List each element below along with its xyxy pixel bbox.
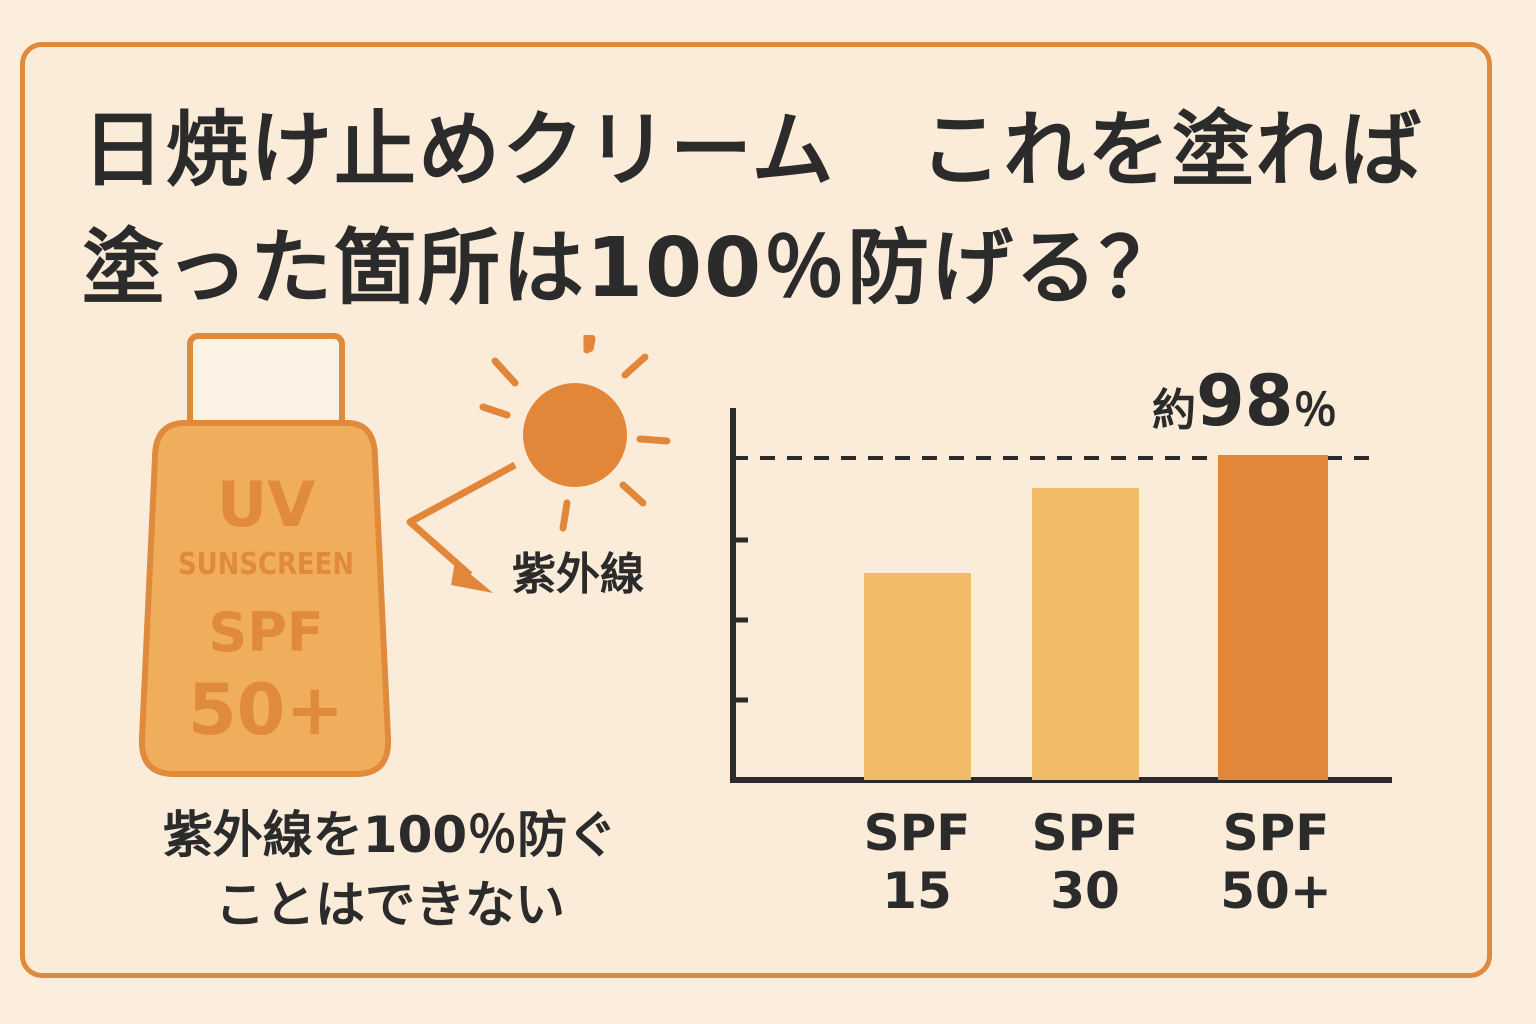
peak-value: 98 [1196, 360, 1294, 442]
x-tick-label-2-line-1: SPF [1031, 804, 1139, 862]
page-title: 日焼け止めクリーム これを塗れば 塗った箇所は100％防げる？ [82, 92, 1482, 328]
peak-unit: ％ [1293, 385, 1338, 436]
spf-bar-chart [730, 408, 1392, 783]
bar-1 [864, 573, 971, 780]
bottle-text-50plus: 50+ [188, 669, 344, 751]
y-axis-ticks [733, 537, 748, 703]
uv-label: 紫外線 [512, 549, 644, 600]
sun-icon [406, 335, 671, 593]
x-tick-label-3-line-2: 50+ [1220, 862, 1332, 920]
x-tick-label-3: SPF 50+ [1176, 804, 1376, 920]
sun-disc [523, 383, 627, 487]
uv-ray-arrow [406, 461, 517, 578]
x-tick-label-3-line-1: SPF [1222, 804, 1330, 862]
bar-3 [1218, 455, 1328, 780]
title-line-1: 日焼け止めクリーム これを塗れば [82, 103, 1424, 198]
bar-2 [1032, 487, 1139, 780]
bottle-text-sunscreen: SUNSCREEN [178, 547, 354, 582]
caption-line-1: 紫外線を100％防ぐ [162, 806, 618, 864]
title-line-2: 塗った箇所は100％防げる？ [82, 221, 1184, 316]
bottle-text-uv: UV [217, 468, 315, 541]
peak-annotation: 約98％ [1152, 360, 1337, 442]
uv-arrow-head [451, 561, 493, 593]
bottle-text-spf: SPF [208, 601, 323, 664]
peak-prefix: 約 [1152, 385, 1196, 436]
conclusion-caption: 紫外線を100％防ぐ ことはできない [80, 800, 700, 940]
bottle-cap [187, 333, 345, 429]
x-tick-label-1: SPF 15 [817, 804, 1017, 920]
x-tick-label-1-line-2: 15 [882, 862, 952, 920]
caption-line-2: ことはできない [215, 876, 565, 934]
sunscreen-bottle-icon: UV SUNSCREEN SPF 50+ [138, 333, 392, 777]
x-tick-label-1-line-1: SPF [863, 804, 971, 862]
sun-rays [479, 335, 671, 532]
x-tick-label-2-line-2: 30 [1050, 862, 1120, 920]
bottle-body [138, 420, 392, 777]
bars [864, 455, 1328, 780]
x-tick-label-2: SPF 30 [985, 804, 1185, 920]
